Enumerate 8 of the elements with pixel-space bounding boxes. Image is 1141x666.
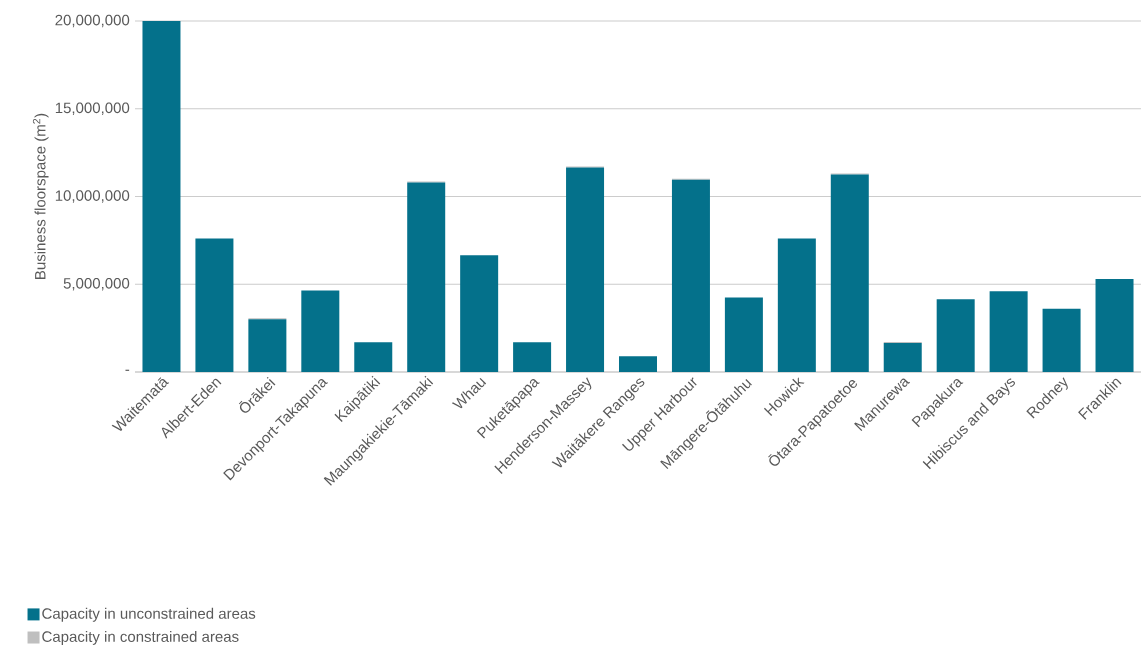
y-tick-label: 10,000,000: [55, 190, 130, 203]
y-axis-title: Business floorspace (m$^{2}$): [32, 113, 49, 279]
legend-label: Capacity in unconstrained areas: [42, 607, 256, 622]
y-tick-label: -: [125, 369, 130, 371]
y-tick-label: 20,000,000: [55, 14, 130, 28]
y-tick-label: 5,000,000: [63, 278, 130, 291]
legend-label: Capacity in constrained areas: [42, 630, 239, 645]
y-tick-label: 15,000,000: [55, 102, 130, 115]
